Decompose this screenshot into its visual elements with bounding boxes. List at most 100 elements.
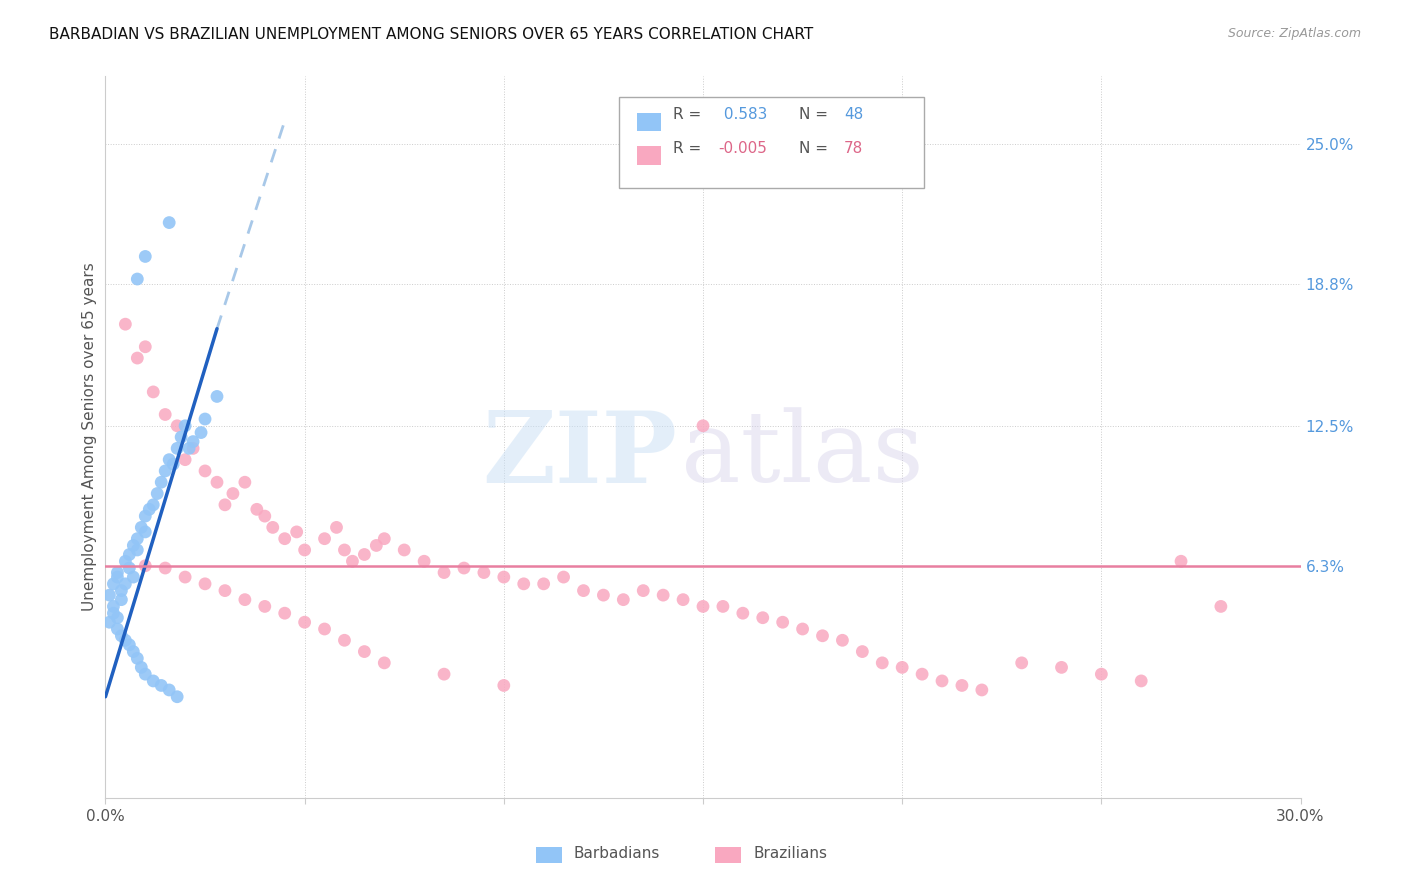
Point xyxy=(127,651,149,665)
Point xyxy=(190,425,212,440)
Point xyxy=(194,412,217,426)
Point xyxy=(433,566,456,580)
Point xyxy=(134,340,156,354)
Point xyxy=(177,442,201,456)
Point xyxy=(157,216,180,230)
Point xyxy=(592,588,614,602)
Point xyxy=(1170,554,1192,568)
Point xyxy=(134,509,156,524)
Point xyxy=(333,633,356,648)
Point xyxy=(262,520,284,534)
Point xyxy=(453,561,475,575)
Point xyxy=(114,317,136,331)
Point xyxy=(342,554,364,568)
Point xyxy=(633,583,655,598)
Point xyxy=(122,644,145,658)
Point xyxy=(214,498,236,512)
Point xyxy=(314,532,336,546)
Point xyxy=(1130,673,1153,688)
Point xyxy=(153,561,177,575)
Point xyxy=(98,615,121,630)
Point xyxy=(233,475,256,490)
Point xyxy=(772,615,794,630)
Bar xyxy=(716,847,741,863)
Point xyxy=(157,683,180,698)
Bar xyxy=(637,112,661,131)
Text: 0.583: 0.583 xyxy=(718,107,766,122)
Point xyxy=(166,418,188,433)
Point xyxy=(950,678,973,692)
Point xyxy=(366,538,388,552)
Point xyxy=(114,554,136,568)
Point xyxy=(134,249,156,264)
Point xyxy=(333,543,356,558)
Point xyxy=(181,434,204,449)
Text: Brazilians: Brazilians xyxy=(754,847,827,862)
Point xyxy=(533,577,555,591)
Bar xyxy=(536,847,562,863)
Point xyxy=(129,660,153,674)
Point xyxy=(142,384,165,399)
Point xyxy=(692,599,714,614)
Point xyxy=(273,606,295,620)
Point xyxy=(672,592,695,607)
Point xyxy=(114,633,136,648)
Point xyxy=(1209,599,1232,614)
Point xyxy=(174,418,197,433)
Point xyxy=(150,678,173,692)
Point xyxy=(146,486,169,500)
Point xyxy=(711,599,734,614)
Text: R =: R = xyxy=(673,107,706,122)
Point xyxy=(492,678,515,692)
Point xyxy=(831,633,853,648)
Point xyxy=(205,389,228,403)
Point xyxy=(392,543,416,558)
Point xyxy=(612,592,634,607)
Point xyxy=(572,583,595,598)
Point xyxy=(891,660,914,674)
Point xyxy=(851,644,873,658)
Point xyxy=(107,570,129,584)
Point xyxy=(233,592,256,607)
Point xyxy=(513,577,536,591)
Text: R =: R = xyxy=(673,141,706,156)
Point xyxy=(127,272,149,286)
Point xyxy=(122,538,145,552)
Y-axis label: Unemployment Among Seniors over 65 years: Unemployment Among Seniors over 65 years xyxy=(82,263,97,611)
Point xyxy=(181,442,204,456)
Point xyxy=(166,442,188,456)
Point xyxy=(433,667,456,681)
Point xyxy=(110,583,132,598)
Point xyxy=(970,683,993,698)
Point xyxy=(162,457,184,471)
Point xyxy=(118,638,141,652)
Point xyxy=(325,520,347,534)
Text: 48: 48 xyxy=(844,107,863,122)
Point xyxy=(294,615,316,630)
Point xyxy=(194,577,217,591)
Point xyxy=(214,583,236,598)
Text: BARBADIAN VS BRAZILIAN UNEMPLOYMENT AMONG SENIORS OVER 65 YEARS CORRELATION CHAR: BARBADIAN VS BRAZILIAN UNEMPLOYMENT AMON… xyxy=(49,27,814,42)
Point xyxy=(553,570,575,584)
Point xyxy=(253,509,276,524)
Point xyxy=(751,610,773,624)
Point xyxy=(911,667,934,681)
Point xyxy=(118,561,141,575)
Point xyxy=(127,532,149,546)
Point xyxy=(294,543,316,558)
Point xyxy=(153,408,177,422)
FancyBboxPatch shape xyxy=(619,97,924,188)
Point xyxy=(170,430,193,444)
Point xyxy=(246,502,269,516)
Point xyxy=(373,656,395,670)
Point xyxy=(122,570,145,584)
Point xyxy=(127,543,149,558)
Point xyxy=(492,570,515,584)
Point xyxy=(373,532,395,546)
Point xyxy=(353,548,375,562)
Point xyxy=(103,577,125,591)
Point xyxy=(253,599,276,614)
Point xyxy=(98,588,121,602)
Text: N =: N = xyxy=(799,107,832,122)
Point xyxy=(792,622,814,636)
